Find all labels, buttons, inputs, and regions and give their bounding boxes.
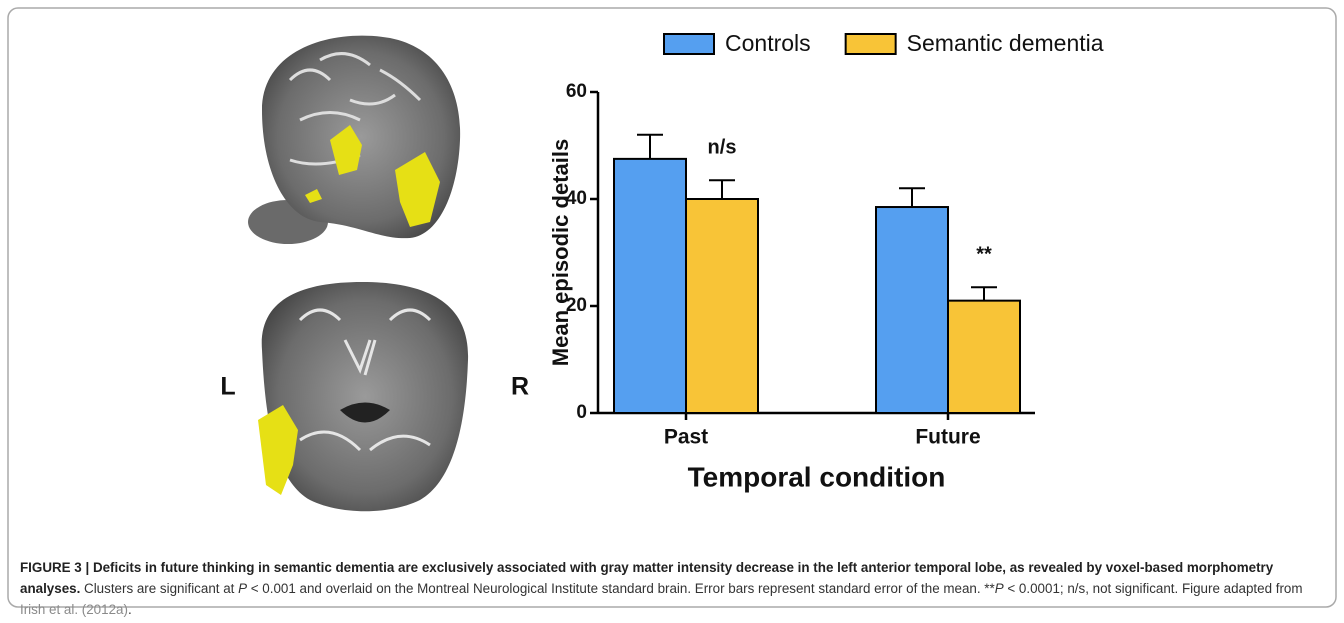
caption-text: P <box>238 581 247 596</box>
caption-body: Clusters are significant at P < 0.001 an… <box>20 581 1303 617</box>
legend-label: Semantic dementia <box>907 30 1104 56</box>
significance-label: n/s <box>708 137 737 159</box>
caption-text: < 0.001 and overlaid on the Montreal Neu… <box>247 581 995 596</box>
y-axis-title: Mean episodic details <box>548 139 573 366</box>
legend-swatch <box>846 34 896 54</box>
bar <box>686 199 758 413</box>
y-tick-label: 0 <box>576 402 587 423</box>
caption-text: Clusters are significant at <box>80 581 238 596</box>
bar <box>876 207 948 413</box>
x-tick-label: Future <box>915 426 980 449</box>
page: L R 0204060Mean episodic detailsTemporal… <box>0 0 1344 623</box>
side-label: L <box>220 373 235 401</box>
legend-swatch <box>664 34 714 54</box>
side-label: R <box>511 373 529 401</box>
bar <box>614 159 686 413</box>
citation-link[interactable]: Irish et al. (2012a) <box>20 602 128 617</box>
caption-text: P <box>995 581 1004 596</box>
significance-label: ** <box>976 244 992 266</box>
y-tick-label: 60 <box>566 81 587 102</box>
x-axis-title: Temporal condition <box>688 461 946 492</box>
sagittal-brain <box>248 36 460 244</box>
caption: FIGURE 3 | Deficits in future thinking i… <box>20 557 1325 620</box>
bar <box>948 301 1020 413</box>
legend-label: Controls <box>725 30 811 56</box>
figure: L R 0204060Mean episodic detailsTemporal… <box>0 0 1344 623</box>
x-tick-label: Past <box>664 426 708 449</box>
coronal-brain <box>258 282 468 511</box>
caption-text: . <box>128 602 132 617</box>
caption-text: < 0.0001; n/s, not significant. Figure a… <box>1004 581 1303 596</box>
